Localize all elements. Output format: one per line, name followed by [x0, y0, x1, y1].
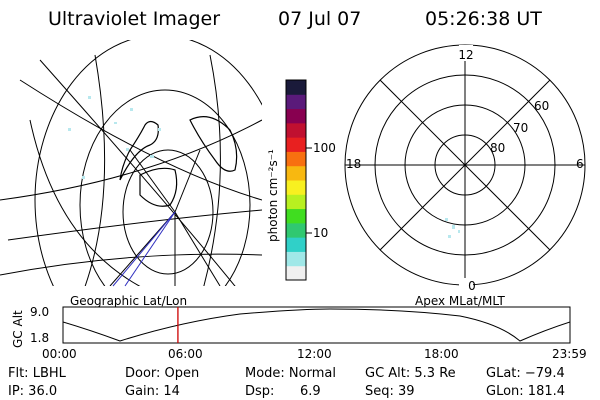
alt-xtick-1: 06:00	[168, 347, 203, 361]
mlt-label-0: 0	[468, 279, 476, 293]
colorbar-cell	[286, 151, 306, 167]
altitude-plot: GC Alt 9.0 1.8 00:00 06:00 12:00 18:00 2…	[11, 305, 587, 361]
mlt-label-18: 18	[346, 157, 361, 171]
alt-xtick-0: 00:00	[42, 347, 77, 361]
info-door: Door: Open	[125, 366, 199, 381]
colorbar-label: photon cm⁻²s⁻¹	[266, 149, 280, 242]
polar-map-label: Apex MLat/MLT	[415, 294, 505, 308]
mlat-label-60: 60	[534, 99, 549, 113]
info-glon: GLon: 181.4	[486, 384, 565, 399]
info-gain: Gain: 14	[125, 384, 180, 399]
info-panel: Flt: LBHL IP: 36.0 Door: Open Gain: 14 M…	[8, 366, 565, 399]
mlat-label-70: 70	[513, 121, 528, 135]
alt-ytick-9: 9.0	[30, 305, 49, 319]
date-label: 07 Jul 07	[278, 8, 361, 30]
polar-aurora-speckles	[445, 218, 460, 238]
info-mode: Mode: Normal	[245, 366, 336, 381]
colorbar-tick-10: 10	[313, 226, 328, 240]
colorbar-cell	[286, 108, 306, 124]
colorbar: 100 10 photon cm⁻²s⁻¹	[266, 79, 336, 281]
colorbar-cell	[286, 208, 306, 224]
info-dsp-value: 6.9	[300, 384, 321, 399]
mlt-label-6: 6	[576, 157, 584, 171]
colorbar-cell	[286, 137, 306, 152]
info-flt: Flt: LBHL	[8, 366, 67, 381]
colorbar-cell	[286, 222, 306, 238]
alt-ylabel: GC Alt	[11, 310, 25, 348]
alt-ytick-1-8: 1.8	[30, 331, 49, 345]
info-glat: GLat: −79.4	[486, 366, 565, 381]
geo-map-label: Geographic Lat/Lon	[70, 294, 187, 308]
colorbar-cell	[286, 94, 306, 110]
info-dsp-label: Dsp:	[245, 384, 274, 399]
mlat-label-80: 80	[490, 141, 505, 155]
app-title: Ultraviolet Imager	[48, 8, 220, 30]
alt-xtick-3: 18:00	[424, 347, 459, 361]
colorbar-cell	[286, 180, 306, 195]
alt-xtick-4: 23:59	[552, 347, 587, 361]
footprint-track-2	[124, 211, 176, 287]
info-gcalt: GC Alt: 5.3 Re	[365, 366, 456, 381]
polar-plot	[344, 44, 586, 286]
info-ip: IP: 36.0	[8, 384, 57, 399]
mlt-label-12: 12	[458, 48, 473, 62]
colorbar-cell	[286, 265, 306, 281]
colorbar-cell	[286, 122, 306, 138]
colorbar-cell	[286, 165, 306, 181]
colorbar-tick-100: 100	[313, 141, 336, 155]
time-label: 05:26:38 UT	[425, 8, 542, 30]
map-aurora-speckles	[68, 96, 161, 179]
alt-xtick-2: 12:00	[297, 347, 332, 361]
footprint-track	[112, 211, 176, 287]
colorbar-cell	[286, 80, 306, 95]
colorbar-cell	[286, 237, 306, 252]
colorbar-cell	[286, 194, 306, 210]
info-seq: Seq: 39	[365, 384, 415, 399]
colorbar-cell	[286, 251, 306, 267]
